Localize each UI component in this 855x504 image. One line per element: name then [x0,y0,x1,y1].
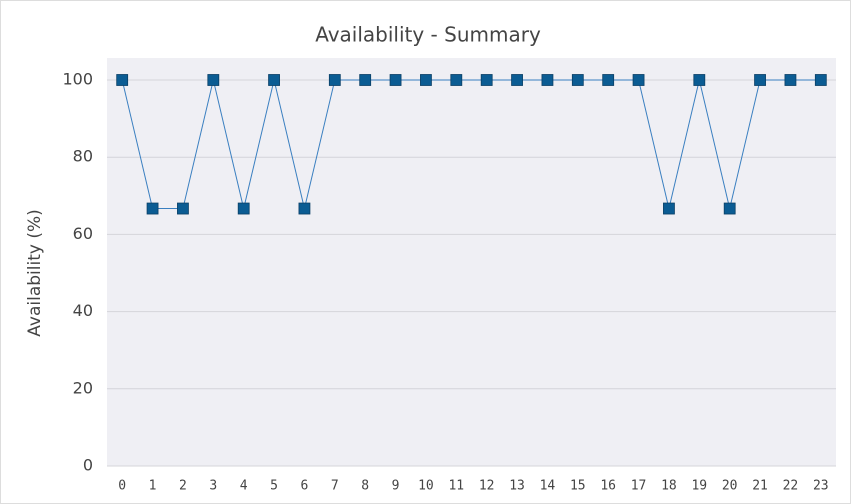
y-tick-label: 40 [73,301,93,320]
data-point [207,74,220,86]
x-tick-label: 12 [479,479,495,494]
x-tick-label: 18 [661,479,677,494]
data-point [328,74,341,86]
x-tick-label: 2 [179,479,187,494]
data-point [146,202,159,215]
y-tick-label: 80 [73,147,93,166]
data-point [723,202,736,215]
x-tick-label: 11 [448,479,464,494]
chart-title: Availability - Summary [315,23,541,47]
y-tick-label: 60 [73,224,93,243]
data-point [298,202,311,215]
x-tick-label: 19 [691,479,707,494]
x-tick-label: 20 [722,479,738,494]
x-tick-label: 14 [540,479,556,494]
x-tick-label: 8 [361,479,369,494]
y-tick-label: 0 [83,456,93,475]
y-tick-label: 20 [73,378,93,397]
x-tick-label: 1 [149,479,157,494]
data-point [268,74,280,86]
data-point [237,202,250,215]
data-point [450,74,463,86]
data-point [693,74,706,86]
data-point [511,74,523,86]
plot-area [107,58,836,466]
x-tick-label: 4 [240,479,248,494]
data-point [602,74,615,86]
y-axis-label: Availability (%) [25,209,45,336]
x-tick-label: 13 [509,479,525,494]
data-point [541,74,554,86]
data-point [571,74,584,86]
x-tick-label: 9 [392,479,400,494]
data-point [754,74,766,86]
x-tick-label: 16 [600,479,616,494]
data-point [389,74,402,86]
x-tick-label: 0 [118,479,126,494]
x-tick-label: 10 [418,479,434,494]
x-tick-label: 15 [570,479,586,494]
x-tick-label: 7 [331,479,339,494]
data-point [420,74,432,86]
x-tick-label: 22 [783,479,799,494]
x-tick-label: 3 [209,479,217,494]
data-point [116,74,129,86]
data-point [177,202,189,215]
data-point [632,74,645,86]
data-point [814,74,827,86]
data-point [480,74,493,86]
data-point [784,74,797,86]
data-point [359,74,372,86]
x-tick-label: 5 [270,479,278,494]
y-tick-label: 100 [62,70,93,89]
x-tick-label: 21 [752,479,768,494]
series-line [121,79,821,210]
x-tick-label: 23 [813,479,829,494]
x-tick-label: 6 [301,479,309,494]
data-point [663,202,675,215]
x-tick-label: 17 [631,479,647,494]
